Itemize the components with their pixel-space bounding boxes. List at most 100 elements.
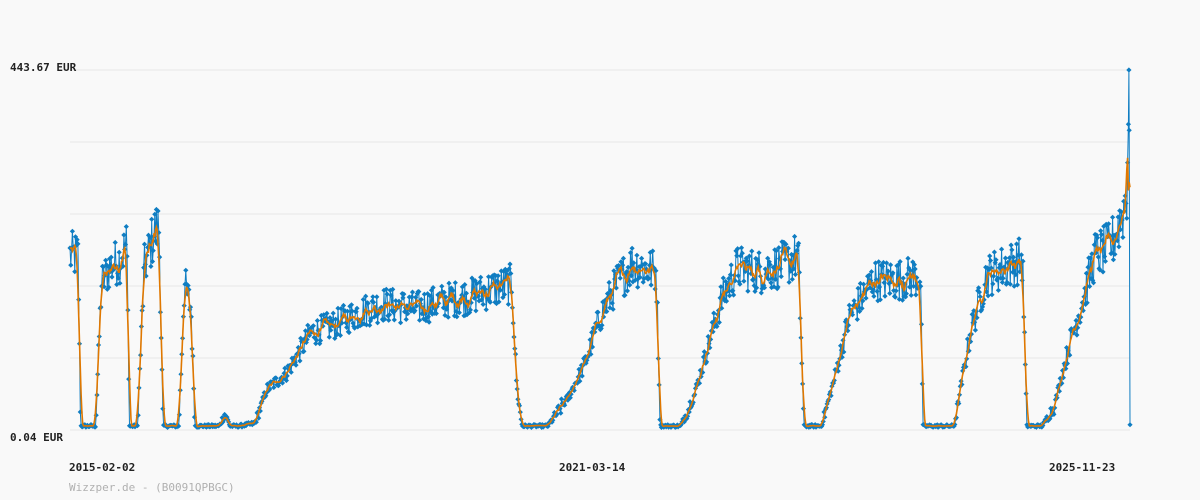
price-point [1110, 214, 1116, 220]
price-point [1015, 252, 1021, 258]
price-point [635, 284, 641, 290]
price-point [999, 246, 1005, 252]
price-point [388, 292, 394, 298]
price-point [890, 270, 896, 276]
price-point [990, 281, 996, 287]
price-point [606, 279, 612, 286]
price-point [792, 271, 798, 278]
price-point [632, 277, 638, 283]
price-point [768, 280, 774, 286]
price-point [412, 308, 418, 314]
price-point [430, 285, 436, 291]
price-point [330, 310, 336, 316]
price-point [478, 274, 484, 280]
price-point [405, 311, 411, 317]
price-point [72, 269, 78, 275]
price-point [870, 287, 876, 293]
price-point [585, 352, 592, 358]
price-point [301, 348, 307, 354]
price-point [314, 318, 320, 324]
price-point [885, 268, 891, 274]
price-point [735, 273, 741, 279]
price-point [1010, 254, 1017, 260]
price-point [770, 264, 776, 270]
price-point [352, 325, 358, 331]
price-point [375, 320, 381, 326]
price-point [765, 276, 772, 282]
price-point [963, 364, 969, 370]
price-point [761, 282, 767, 288]
price-point [627, 282, 633, 288]
price-point [482, 289, 488, 295]
price-point [255, 409, 261, 415]
price-point [607, 305, 613, 311]
price-point [564, 392, 570, 398]
price-point [960, 368, 966, 374]
x-tick-label-start: 2015-02-02 [69, 461, 135, 474]
price-point [424, 315, 430, 321]
price-point [360, 296, 366, 303]
price-point [877, 297, 883, 303]
price-point [427, 293, 433, 299]
price-point [895, 262, 902, 268]
price-point [141, 241, 148, 247]
price-point [658, 422, 664, 428]
price-point [792, 233, 798, 240]
price-point [456, 310, 462, 316]
price-point [861, 281, 867, 287]
price-point [718, 284, 724, 290]
price-point [504, 268, 510, 274]
price-point [647, 249, 653, 256]
price-point [601, 314, 607, 320]
price-point [383, 286, 389, 292]
price-point [371, 299, 377, 305]
price-point [338, 306, 344, 312]
price-point [629, 245, 635, 251]
price-point [995, 275, 1001, 281]
price-point [653, 268, 659, 274]
price-point [413, 303, 420, 309]
price-point [562, 402, 568, 408]
price-point [716, 319, 722, 325]
price-point [581, 356, 588, 362]
price-point [486, 274, 492, 280]
price-point [443, 294, 449, 300]
price-point [501, 291, 508, 298]
price-point [640, 279, 646, 285]
price-point [459, 292, 465, 298]
price-point [634, 252, 640, 258]
price-point [778, 273, 784, 280]
price-point [794, 247, 800, 254]
price-point [917, 279, 923, 285]
price-point [609, 300, 615, 306]
price-point [1090, 280, 1097, 286]
price-point [314, 337, 320, 343]
price-point [857, 308, 863, 314]
price-point [305, 322, 311, 328]
price-point [106, 284, 112, 290]
price-point [299, 337, 305, 343]
price-point [385, 313, 391, 319]
price-point [472, 278, 478, 284]
price-point [363, 322, 370, 328]
price-point [1084, 300, 1090, 306]
price-point [631, 260, 637, 266]
price-point [863, 295, 869, 301]
price-point [626, 278, 632, 284]
price-point [999, 279, 1005, 285]
price-point [126, 376, 132, 382]
price-point [969, 311, 975, 317]
price-point [243, 423, 249, 429]
price-point [781, 240, 787, 246]
price-point [1116, 244, 1122, 250]
price-point [903, 291, 909, 297]
price-point [468, 300, 474, 306]
price-point [1095, 254, 1101, 260]
price-point [959, 381, 965, 388]
price-point [354, 305, 360, 311]
price-point [996, 265, 1002, 271]
price-point [1018, 252, 1024, 258]
price-point [349, 308, 355, 314]
price-point [1003, 281, 1009, 287]
price-point [732, 278, 738, 284]
